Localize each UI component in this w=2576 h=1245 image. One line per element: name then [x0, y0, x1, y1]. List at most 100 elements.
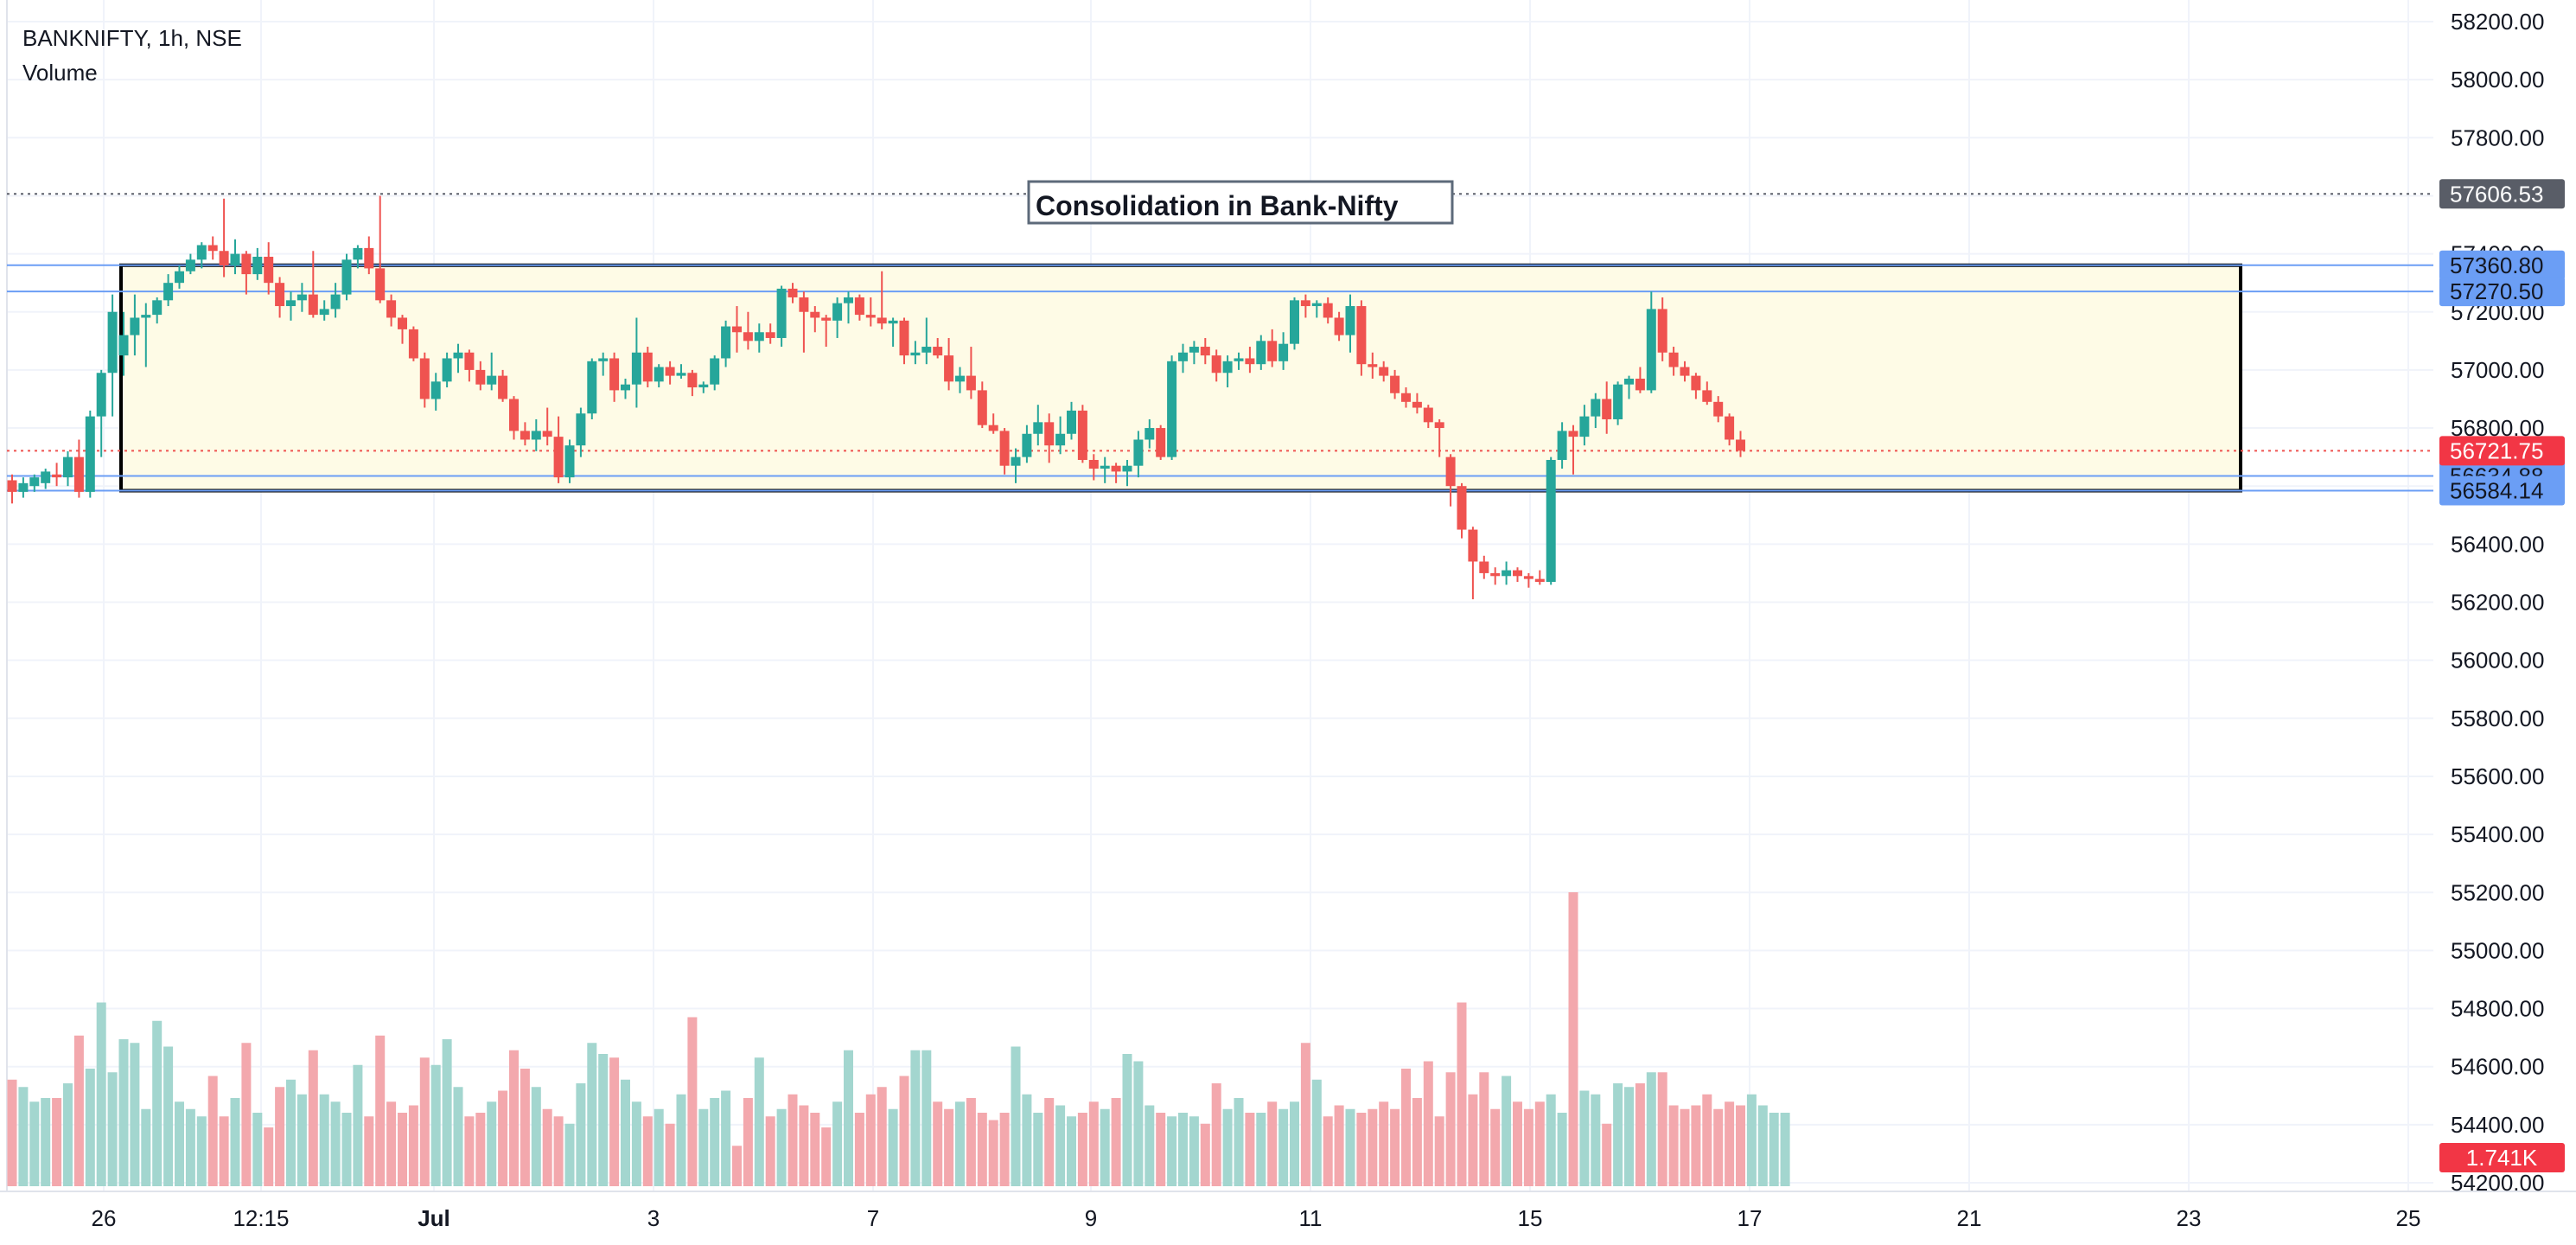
candle[interactable]: [721, 320, 731, 367]
candle[interactable]: [609, 352, 620, 402]
candle[interactable]: [1022, 425, 1032, 463]
candle[interactable]: [196, 242, 207, 269]
candle[interactable]: [999, 428, 1010, 475]
candle[interactable]: [1502, 561, 1512, 585]
candle[interactable]: [207, 236, 218, 260]
candle[interactable]: [1412, 393, 1422, 414]
candle[interactable]: [1178, 343, 1188, 374]
candle[interactable]: [296, 283, 307, 312]
candle[interactable]: [1189, 341, 1199, 365]
candle[interactable]: [1490, 567, 1501, 585]
candle[interactable]: [29, 474, 40, 492]
candle[interactable]: [754, 323, 764, 353]
candle[interactable]: [252, 247, 263, 280]
candle[interactable]: [63, 450, 73, 487]
candle[interactable]: [175, 265, 184, 289]
candle[interactable]: [1635, 367, 1645, 393]
candle[interactable]: [1200, 337, 1210, 365]
annotation-box[interactable]: Consolidation in Bank-Nifty: [1027, 180, 1454, 225]
candle[interactable]: [1323, 297, 1333, 324]
candle[interactable]: [18, 477, 29, 498]
candle[interactable]: [698, 381, 709, 393]
candle[interactable]: [576, 407, 586, 457]
candle[interactable]: [1133, 431, 1144, 478]
candle[interactable]: [832, 297, 843, 338]
time-axis[interactable]: 26 12:15 Jul 3 7 9 11 15 17 21 23 25: [92, 1205, 2421, 1231]
candle[interactable]: [877, 271, 887, 329]
candle[interactable]: [933, 337, 943, 359]
candle[interactable]: [1479, 555, 1489, 579]
candle[interactable]: [1156, 425, 1166, 460]
candle[interactable]: [899, 317, 909, 365]
candle[interactable]: [621, 378, 630, 399]
candle[interactable]: [1334, 311, 1344, 342]
candle[interactable]: [966, 347, 976, 399]
candle[interactable]: [531, 418, 541, 451]
candle[interactable]: [888, 317, 898, 348]
candle[interactable]: [308, 251, 318, 318]
candle[interactable]: [542, 407, 552, 446]
candle[interactable]: [1267, 329, 1278, 367]
candle[interactable]: [1657, 297, 1667, 361]
candle[interactable]: [732, 306, 742, 353]
candle[interactable]: [520, 422, 530, 446]
candle[interactable]: [475, 361, 486, 391]
candle[interactable]: [230, 239, 240, 275]
candle[interactable]: [1423, 405, 1433, 429]
candle[interactable]: [854, 294, 864, 321]
candle[interactable]: [419, 352, 430, 408]
candle[interactable]: [353, 245, 363, 269]
candle[interactable]: [1111, 463, 1121, 483]
candle[interactable]: [765, 323, 775, 344]
candle[interactable]: [1691, 373, 1701, 399]
candle[interactable]: [1613, 381, 1623, 425]
candle[interactable]: [1067, 401, 1076, 440]
candle[interactable]: [1513, 567, 1522, 582]
candle[interactable]: [787, 283, 798, 303]
candle[interactable]: [319, 300, 329, 321]
candle[interactable]: [1468, 527, 1478, 600]
candle[interactable]: [665, 361, 675, 385]
candle[interactable]: [1713, 396, 1724, 423]
candle[interactable]: [386, 294, 397, 327]
candle[interactable]: [442, 352, 452, 388]
candle[interactable]: [598, 352, 609, 376]
candle[interactable]: [1445, 454, 1456, 507]
candle[interactable]: [364, 236, 374, 275]
candle[interactable]: [1390, 369, 1400, 399]
candle[interactable]: [375, 195, 386, 303]
candle[interactable]: [955, 367, 965, 393]
candle[interactable]: [398, 315, 407, 344]
price-axis[interactable]: 58200.0058000.0057800.0057600.0057400.00…: [2451, 9, 2544, 1196]
candle[interactable]: [1245, 347, 1255, 374]
candle[interactable]: [1680, 361, 1690, 382]
zone-rectangle[interactable]: [119, 263, 2242, 493]
candle[interactable]: [1602, 381, 1612, 434]
candle[interactable]: [1624, 375, 1634, 399]
candle[interactable]: [1300, 294, 1310, 318]
candle[interactable]: [1736, 431, 1745, 457]
candle[interactable]: [810, 306, 820, 333]
candle[interactable]: [430, 373, 441, 411]
candle[interactable]: [185, 253, 195, 275]
candle[interactable]: [1278, 332, 1289, 370]
candle[interactable]: [1145, 418, 1155, 449]
candle[interactable]: [921, 317, 932, 365]
candle[interactable]: [1077, 405, 1087, 463]
candle[interactable]: [910, 341, 921, 365]
candle[interactable]: [865, 297, 876, 327]
candle[interactable]: [1100, 456, 1110, 483]
candle[interactable]: [52, 463, 62, 487]
candle[interactable]: [799, 291, 809, 353]
candle[interactable]: [1568, 425, 1578, 475]
candle[interactable]: [1222, 355, 1233, 388]
candle[interactable]: [1088, 454, 1099, 481]
candle[interactable]: [241, 251, 252, 295]
candle[interactable]: [7, 474, 17, 504]
candle[interactable]: [286, 291, 296, 321]
candle[interactable]: [73, 439, 84, 498]
candle[interactable]: [553, 416, 564, 483]
candle[interactable]: [1579, 405, 1590, 446]
candle[interactable]: [710, 355, 720, 391]
